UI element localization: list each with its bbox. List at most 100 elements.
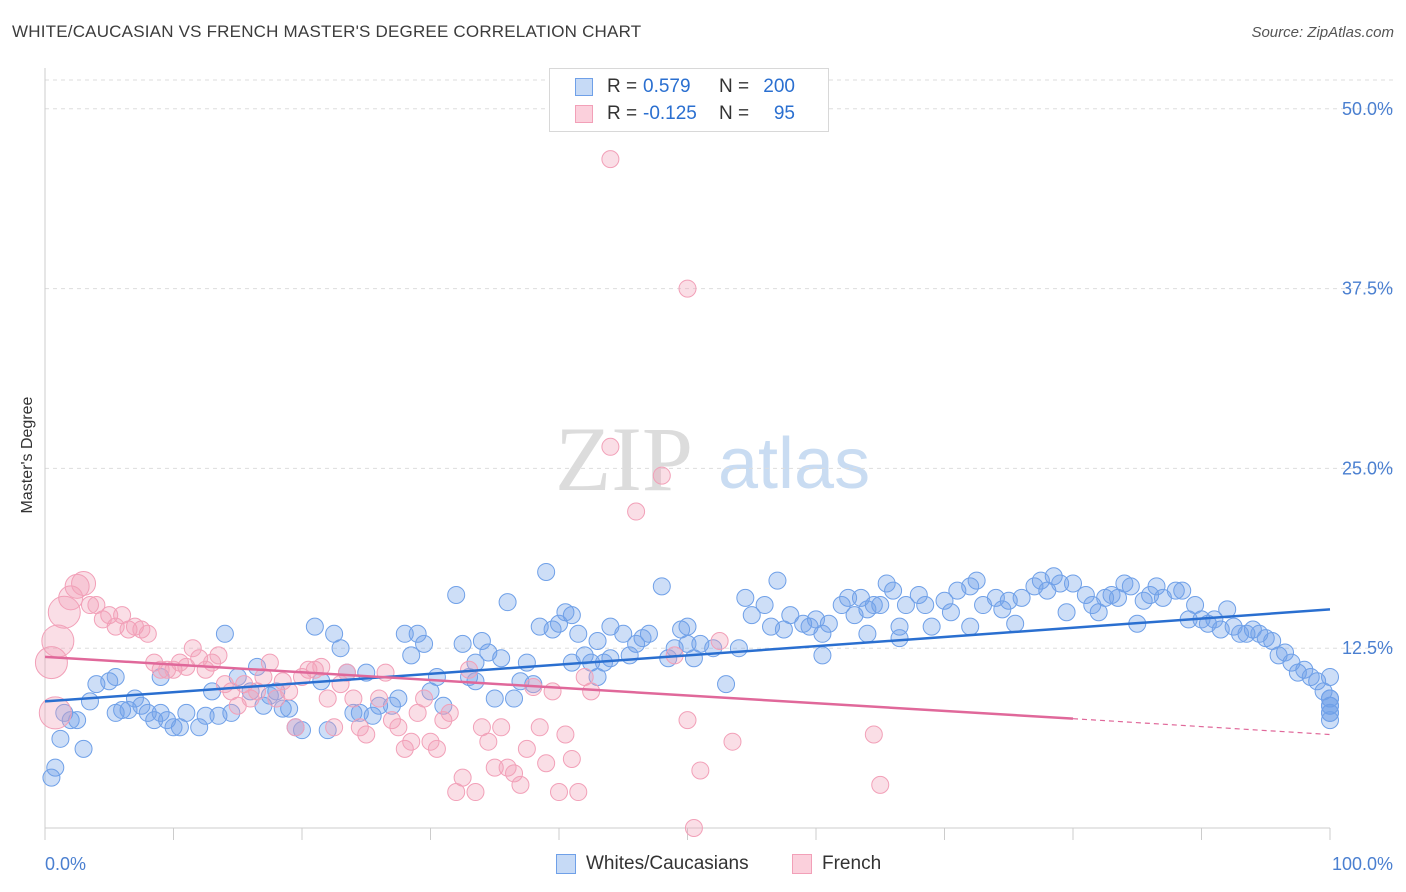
point-whites <box>498 593 517 612</box>
point-french <box>318 689 337 708</box>
point-whites <box>51 729 70 748</box>
point-whites <box>1051 574 1070 593</box>
point-french <box>453 768 472 787</box>
point-french <box>260 653 279 672</box>
point-whites <box>80 692 99 711</box>
point-whites <box>909 585 928 604</box>
point-whites <box>813 646 832 665</box>
point-whites <box>858 624 877 643</box>
point-whites <box>447 585 466 604</box>
point-whites <box>562 606 581 625</box>
point-whites <box>601 649 620 668</box>
point-french <box>389 718 408 737</box>
point-whites <box>1064 574 1082 593</box>
point-french <box>58 585 84 611</box>
point-whites <box>1012 588 1031 607</box>
legend-row-whites: R = 0.579 N = 200 <box>575 75 795 99</box>
point-french <box>34 646 68 680</box>
bottom-legend-label-whites: Whites/Caucasians <box>586 853 749 874</box>
point-whites <box>190 718 209 737</box>
point-whites <box>46 758 65 777</box>
point-whites <box>1147 577 1166 596</box>
point-whites <box>678 617 697 636</box>
point-french <box>723 732 742 751</box>
point-whites <box>1044 567 1063 586</box>
point-french <box>582 682 601 701</box>
point-whites <box>1166 581 1185 600</box>
point-whites <box>331 639 350 658</box>
x-tick-label-right: 100.0% <box>1332 854 1393 874</box>
trendline-whites <box>44 608 1331 703</box>
legend-r-value: 0.579 <box>643 76 691 97</box>
point-french <box>691 761 710 780</box>
point-whites <box>1321 703 1339 722</box>
point-whites <box>113 701 132 720</box>
point-whites <box>68 711 87 730</box>
point-french <box>344 689 363 708</box>
y-tick-label: 37.5% <box>1342 279 1393 299</box>
point-whites <box>941 603 960 622</box>
point-french <box>64 573 90 599</box>
point-whites <box>639 624 658 643</box>
legend-r-label: R = <box>607 76 638 97</box>
point-whites <box>472 632 491 650</box>
point-french <box>47 595 81 629</box>
point-whites <box>505 689 524 708</box>
legend-n-label: N = <box>719 103 750 124</box>
point-french <box>530 718 549 737</box>
point-french <box>421 732 440 751</box>
legend-r-label: R = <box>607 103 638 124</box>
point-whites <box>1173 581 1192 600</box>
bottom-legend-whites: Whites/Caucasians <box>556 852 749 876</box>
point-whites <box>601 617 620 636</box>
point-french <box>466 783 485 802</box>
point-french <box>350 718 369 737</box>
point-french <box>312 657 331 676</box>
trendline-french <box>44 655 1074 720</box>
point-french <box>556 725 575 744</box>
legend-row-french: R = -0.125 N = 95 <box>575 102 795 126</box>
point-french <box>434 711 453 730</box>
point-french <box>395 739 414 758</box>
legend-n-label: N = <box>719 76 750 97</box>
point-whites <box>1321 667 1339 686</box>
point-french <box>41 624 75 658</box>
point-whites <box>961 617 980 636</box>
legend-swatch-whites <box>575 78 593 96</box>
watermark-zip: ZIP <box>555 408 693 510</box>
point-whites <box>1006 614 1025 633</box>
point-whites <box>1321 711 1339 730</box>
point-whites <box>363 706 382 725</box>
point-french <box>684 819 703 837</box>
point-whites <box>485 689 504 708</box>
point-whites <box>370 696 389 715</box>
legend-n-value: 95 <box>773 103 795 124</box>
point-whites <box>145 711 164 730</box>
watermark-atlas: atlas <box>718 424 870 504</box>
point-whites <box>492 649 511 668</box>
point-whites <box>42 768 61 787</box>
point-whites <box>151 703 170 722</box>
point-french <box>864 725 883 744</box>
point-whites <box>395 624 414 643</box>
point-whites <box>408 624 427 643</box>
point-french <box>183 639 202 658</box>
point-whites <box>138 703 157 722</box>
point-whites <box>967 571 986 590</box>
point-french <box>569 783 588 802</box>
point-french <box>562 749 581 768</box>
point-french <box>710 632 729 650</box>
point-whites <box>877 574 896 593</box>
point-whites <box>74 739 93 758</box>
point-whites <box>890 629 909 648</box>
point-whites <box>742 606 761 625</box>
point-french <box>100 606 119 625</box>
point-french <box>678 711 697 730</box>
point-whites <box>1321 689 1339 708</box>
point-whites <box>871 596 890 615</box>
point-whites <box>813 624 832 643</box>
point-french <box>505 764 524 783</box>
point-french <box>517 739 536 758</box>
point-french <box>402 732 421 751</box>
